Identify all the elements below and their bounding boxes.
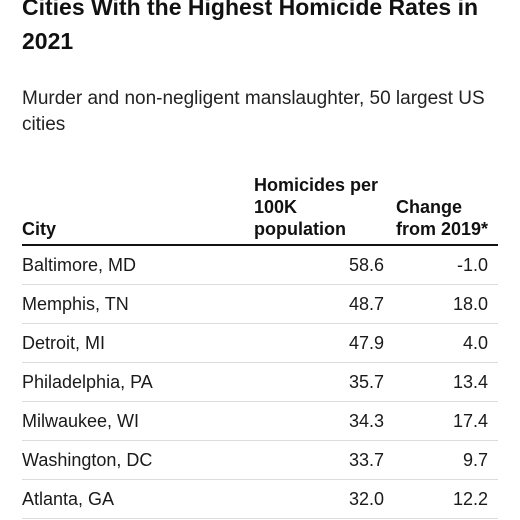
homicide-table: City Homicides per 100K population Chang…	[22, 168, 498, 519]
chart-title: Cities With the Highest Homicide Rates i…	[22, 0, 479, 54]
cell-rate: 34.3	[348, 411, 384, 431]
cell-rate: 33.7	[348, 450, 384, 470]
table-row: Milwaukee, WI 34.3 17.4	[22, 402, 498, 441]
cell-city: Memphis, TN	[22, 294, 129, 314]
column-header-change: Change from 2019*	[396, 197, 489, 239]
cell-city: Washington, DC	[22, 450, 153, 470]
cell-rate: 48.7	[348, 294, 384, 314]
cell-city: Atlanta, GA	[22, 489, 115, 509]
cell-city: Detroit, MI	[22, 333, 106, 353]
cell-change: 12.2	[452, 489, 488, 509]
cell-change: -1.0	[456, 255, 488, 275]
cell-change: 18.0	[452, 294, 488, 314]
table-row: Baltimore, MD 58.6 -1.0	[22, 246, 498, 285]
cell-city: Philadelphia, PA	[22, 372, 153, 392]
table-header: City Homicides per 100K population Chang…	[22, 168, 498, 246]
cell-change: 13.4	[452, 372, 488, 392]
table-row: Memphis, TN 48.7 18.0	[22, 285, 498, 324]
table-body: Baltimore, MD 58.6 -1.0 Memphis, TN 48.7 18.0…	[22, 246, 498, 519]
cell-rate: 35.7	[348, 372, 384, 392]
table-row: Washington, DC 33.7 9.7	[22, 441, 498, 480]
cell-change: 17.4	[452, 411, 488, 431]
chart-subtitle: Murder and non-negligent manslaughter, 5…	[22, 88, 485, 135]
cell-rate: 32.0	[348, 489, 384, 509]
cell-rate: 58.6	[348, 255, 384, 275]
table-row: Detroit, MI 47.9 4.0	[22, 324, 498, 363]
table-row: Atlanta, GA 32.0 12.2	[22, 480, 498, 519]
cell-rate: 47.9	[348, 333, 384, 353]
table-row: Philadelphia, PA 35.7 13.4	[22, 363, 498, 402]
cell-city: Baltimore, MD	[22, 255, 137, 275]
cell-change: 9.7	[462, 450, 488, 470]
column-header-city: City	[22, 219, 57, 239]
cell-city: Milwaukee, WI	[22, 411, 140, 431]
column-header-rate: Homicides per 100K population	[254, 175, 379, 239]
cell-change: 4.0	[462, 333, 488, 353]
